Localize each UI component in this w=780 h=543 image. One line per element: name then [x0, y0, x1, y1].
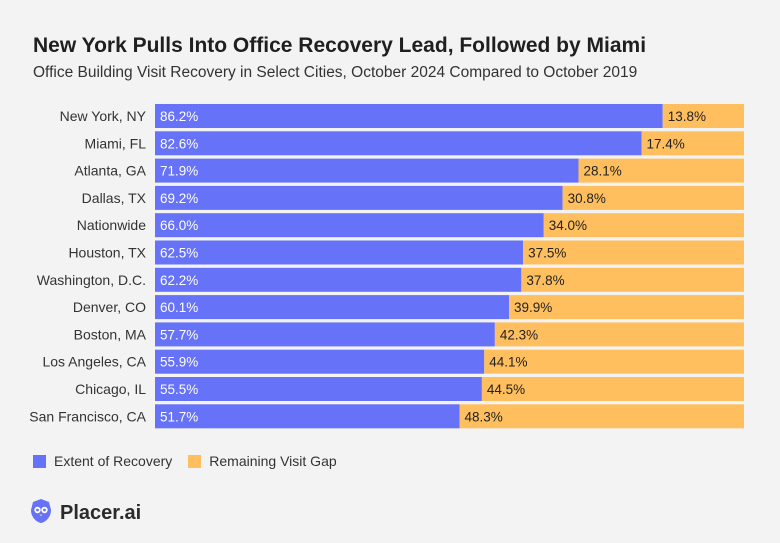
- bar-gap[interactable]: [562, 185, 744, 210]
- bar-gap[interactable]: [523, 240, 744, 265]
- data-label-recovery: 60.1%: [160, 300, 198, 315]
- owl-logo-icon: [30, 498, 52, 529]
- data-label-recovery: 57.7%: [160, 327, 198, 342]
- bar-recovery[interactable]: [155, 295, 509, 320]
- category-label: Miami, FL: [85, 135, 147, 151]
- data-label-gap: 37.8%: [526, 273, 564, 288]
- data-label-gap: 13.8%: [668, 109, 706, 124]
- category-label: Washington, D.C.: [37, 272, 146, 288]
- bar-gap[interactable]: [641, 131, 744, 156]
- bar-recovery[interactable]: [155, 322, 495, 347]
- category-label: New York, NY: [60, 108, 147, 124]
- data-label-gap: 28.1%: [583, 164, 621, 179]
- bar-recovery[interactable]: [155, 158, 579, 183]
- bar-gap[interactable]: [459, 404, 744, 429]
- bar-recovery[interactable]: [155, 104, 663, 128]
- data-label-recovery: 82.6%: [160, 136, 198, 151]
- category-label: Chicago, IL: [75, 381, 146, 397]
- data-label-recovery: 69.2%: [160, 191, 198, 206]
- brand-logo[interactable]: Placer.ai: [30, 498, 141, 529]
- data-label-recovery: 51.7%: [160, 409, 198, 424]
- data-label-gap: 30.8%: [568, 191, 606, 206]
- data-label-gap: 44.1%: [489, 355, 527, 370]
- data-label-gap: 34.0%: [549, 218, 587, 233]
- legend-label-recovery: Extent of Recovery: [54, 453, 173, 469]
- chart-subtitle: Office Building Visit Recovery in Select…: [33, 64, 638, 81]
- data-label-recovery: 86.2%: [160, 109, 198, 124]
- bar-gap[interactable]: [508, 295, 744, 320]
- category-label: San Francisco, CA: [29, 408, 146, 424]
- data-label-recovery: 55.9%: [160, 355, 198, 370]
- bar-recovery[interactable]: [155, 131, 642, 156]
- data-label-recovery: 62.2%: [160, 273, 198, 288]
- category-label: Los Angeles, CA: [42, 354, 146, 370]
- chart-title: New York Pulls Into Office Recovery Lead…: [33, 34, 647, 57]
- bar-recovery[interactable]: [155, 404, 460, 429]
- bar-recovery[interactable]: [155, 377, 482, 401]
- legend-item-gap: Remaining Visit Gap: [188, 453, 337, 469]
- bar-gap[interactable]: [494, 322, 744, 347]
- category-label: Dallas, TX: [82, 190, 147, 206]
- bar-gap[interactable]: [578, 158, 744, 183]
- data-label-recovery: 62.5%: [160, 246, 198, 261]
- category-label: Atlanta, GA: [74, 163, 146, 179]
- data-label-gap: 44.5%: [487, 382, 525, 397]
- bar-recovery[interactable]: [155, 185, 563, 210]
- legend-swatch-gap: [188, 454, 202, 468]
- bar-recovery[interactable]: [155, 267, 522, 292]
- category-label: Boston, MA: [74, 326, 147, 342]
- bar-recovery[interactable]: [155, 213, 544, 238]
- bar-gap[interactable]: [484, 349, 744, 374]
- brand-name: Placer.ai: [60, 502, 142, 524]
- legend: Extent of Recovery Remaining Visit Gap: [33, 453, 353, 469]
- bar-gap[interactable]: [481, 377, 744, 401]
- legend-label-gap: Remaining Visit Gap: [209, 453, 337, 469]
- data-label-recovery: 55.5%: [160, 382, 198, 397]
- bar-gap[interactable]: [543, 213, 744, 238]
- data-label-gap: 48.3%: [465, 409, 503, 424]
- category-label: Denver, CO: [73, 299, 146, 315]
- bar-gap[interactable]: [662, 104, 744, 128]
- bar-recovery[interactable]: [155, 240, 524, 265]
- data-label-recovery: 66.0%: [160, 218, 198, 233]
- bar-gap[interactable]: [521, 267, 744, 292]
- data-label-gap: 42.3%: [500, 327, 538, 342]
- legend-swatch-recovery: [33, 454, 46, 468]
- legend-item-recovery: Extent of Recovery: [33, 453, 172, 469]
- data-label-gap: 37.5%: [528, 246, 566, 261]
- category-label: Houston, TX: [68, 245, 146, 261]
- category-label: Nationwide: [77, 217, 146, 233]
- data-label-gap: 39.9%: [514, 300, 552, 315]
- bar-recovery[interactable]: [155, 349, 485, 374]
- data-label-recovery: 71.9%: [160, 164, 198, 179]
- data-label-gap: 17.4%: [647, 136, 685, 151]
